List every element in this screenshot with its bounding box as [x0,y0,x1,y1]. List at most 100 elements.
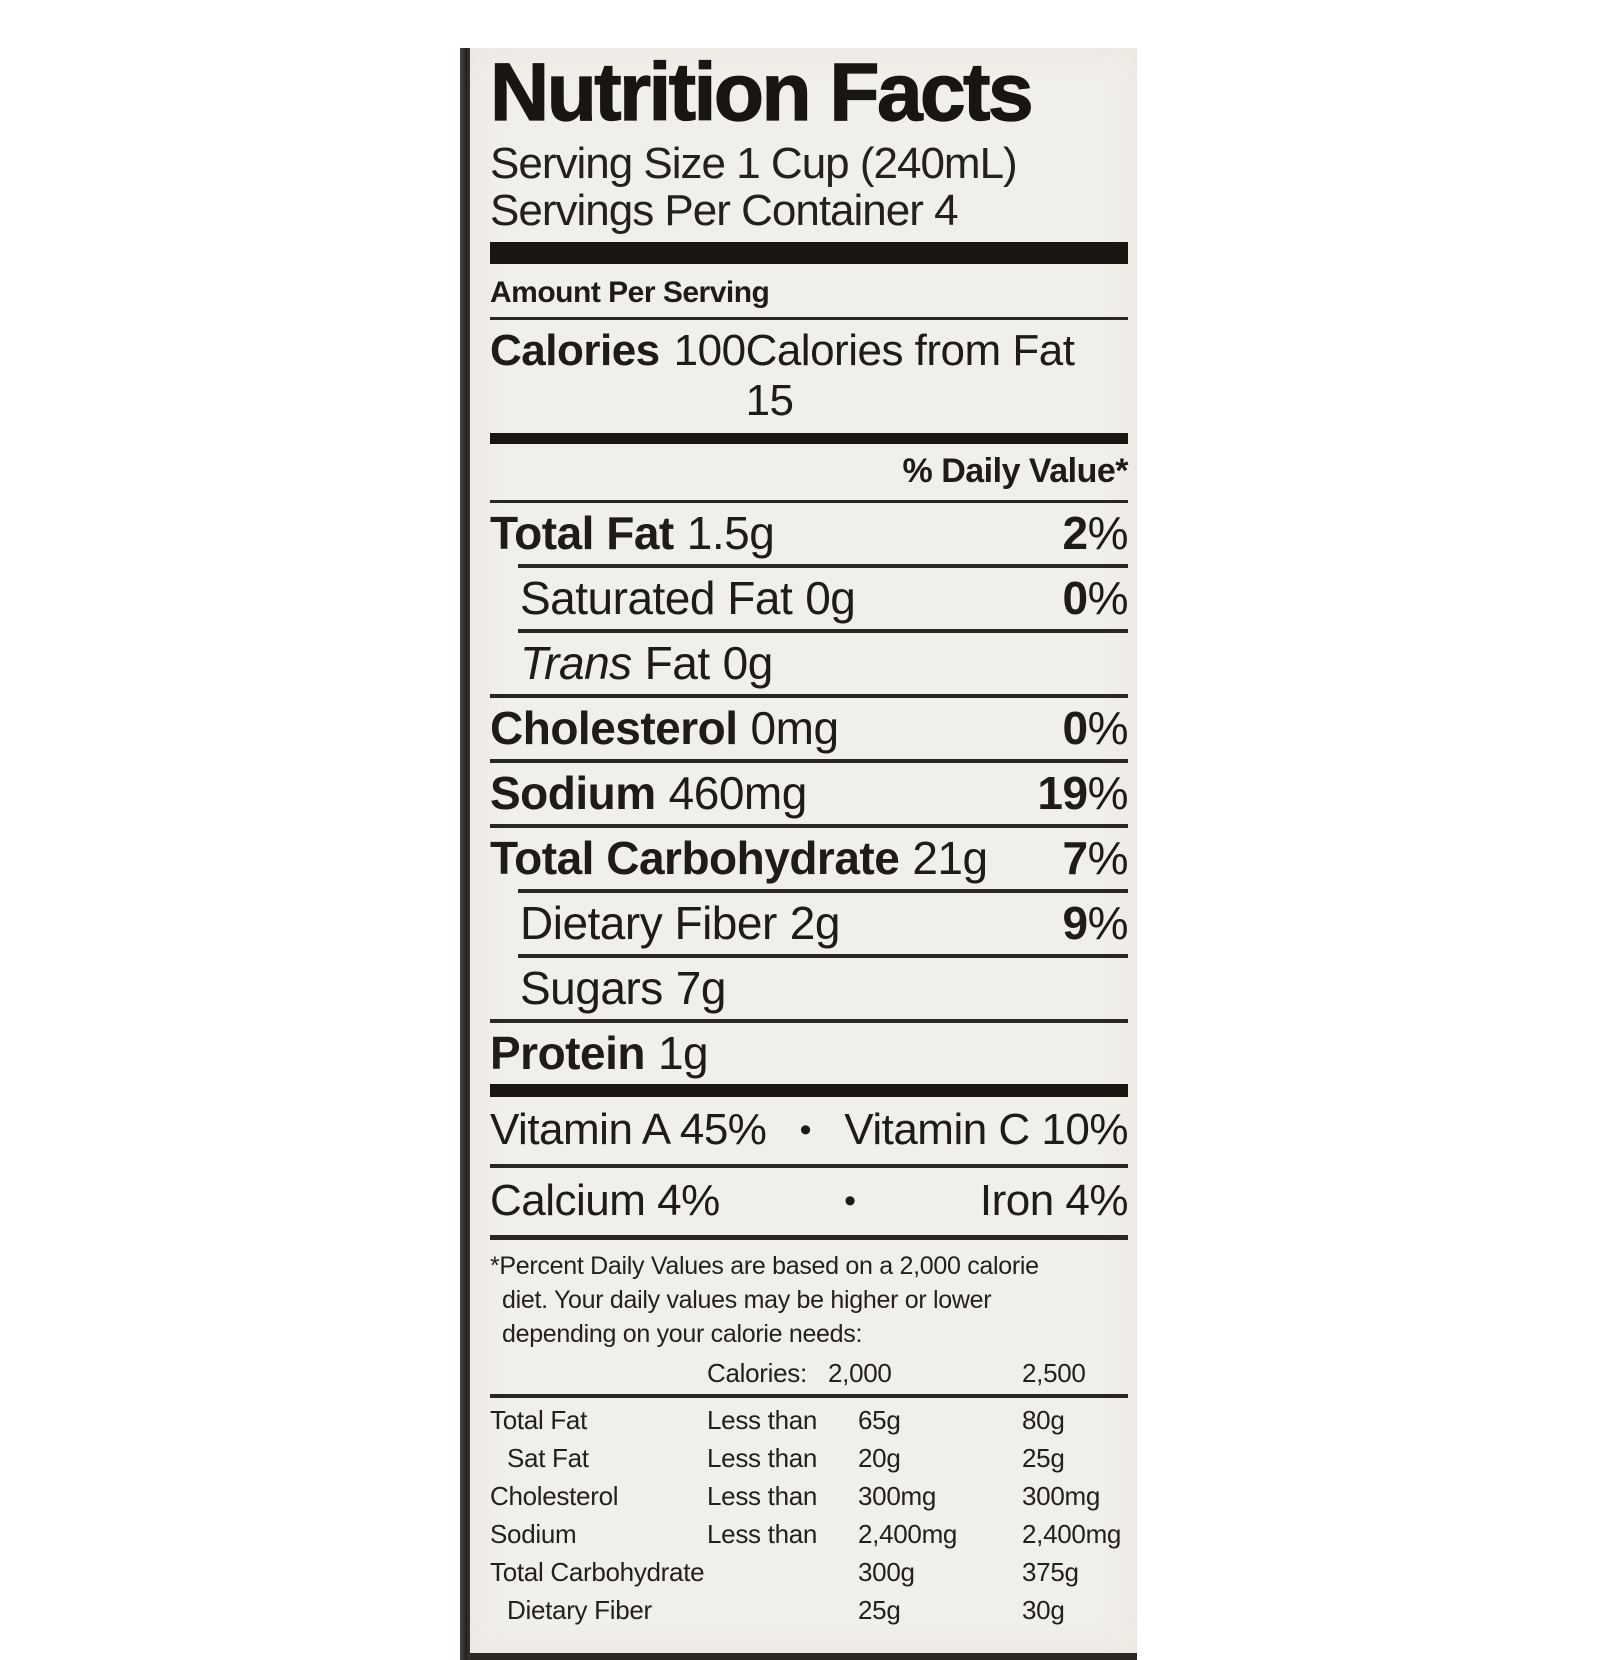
serving-info: Serving Size 1 Cup (240mL) Servings Per … [490,140,1128,234]
divider-thick-mid [490,1084,1128,1098]
divider-full [490,1019,1128,1024]
divider-full [490,1164,1128,1169]
nutrient-name: Total Carbohydrate [490,832,900,885]
nutrient-row-sugars: Sugars 7g [490,958,1128,1019]
table-header-calories: Calories: [707,1358,807,1389]
nutrient-amount: 2g [789,897,841,950]
table-header-2000: 2,000 [828,1358,892,1389]
table-cell-2000: 65g [858,1405,901,1436]
calcium-value: Calcium 4% [490,1176,720,1226]
nutrient-daily-value: 7% [1062,832,1129,885]
calories-label: Calories [490,326,660,376]
table-cell-2500: 80g [1022,1405,1065,1436]
iron-value: Iron 4% [979,1176,1129,1226]
divider-inset [518,629,1128,634]
table-cell-2000: 300mg [858,1481,936,1512]
table-cell-2000: 2,400mg [858,1519,958,1550]
nutrient-amount: 460mg [668,767,808,820]
nutrient-daily-value: 0% [1062,572,1129,625]
table-cell-2500: 300mg [1022,1481,1100,1512]
divider-full [490,824,1128,829]
vitamin-c-value: Vitamin C 10% [844,1105,1128,1155]
table-cell-name: Total Fat [490,1405,588,1436]
footnote-line: depending on your calorie needs: [502,1320,863,1349]
calories-from-fat: Calories from Fat 15 [745,326,1075,426]
nutrient-name: Fat [644,637,710,690]
table-header-row: Calories: 2,000 2,500 [490,1354,1128,1392]
serving-size-line: Serving Size 1 Cup (240mL) [490,138,1018,188]
nutrition-label: Nutrition Facts Serving Size 1 Cup (240m… [460,48,1137,1660]
table-cell-name: Total Carbohydrate [490,1557,705,1588]
divider-inset [518,954,1128,959]
label-title: Nutrition Facts [489,47,1034,138]
divider-heavy [490,1235,1128,1241]
table-cell-2500: 375g [1022,1557,1079,1588]
nutrient-amount: 0mg [750,702,839,755]
nutrient-amount: 0g [805,572,856,625]
vitamin-a-value: Vitamin A 45% [490,1105,767,1155]
nutrient-row-sodium: Sodium 460mg 19% [490,763,1129,824]
nutrient-row-saturated-fat: Saturated Fat 0g 0% [490,568,1129,629]
nutrient-name: Saturated Fat [520,572,793,625]
nutrient-row-total-fat: Total Fat 1.5g 2% [490,503,1129,564]
table-row-total-fat: Total Fat Less than 65g 80g [490,1401,1128,1439]
table-row-cholesterol: Cholesterol Less than 300mg 300mg [490,1477,1128,1515]
table-cell-condition: Less than [707,1481,818,1512]
nutrient-daily-value: 2% [1062,507,1129,560]
table-cell-name: Cholesterol [490,1481,619,1512]
nutrient-daily-value: 0% [1062,702,1129,755]
table-cell-2000: 25g [858,1595,901,1626]
nutrient-row-dietary-fiber: Dietary Fiber 2g 9% [490,893,1129,954]
nutrient-amount: 0g [722,637,774,690]
nutrient-name-italic: Trans [520,637,632,690]
table-header-2500: 2,500 [1022,1358,1086,1389]
table-cell-2500: 30g [1022,1595,1065,1626]
package-edge [460,48,470,1660]
table-cell-name: Sat Fat [507,1443,589,1474]
servings-per-container-line: Servings Per Container 4 [490,185,959,235]
divider-hairline [490,317,1128,321]
divider-inset [518,889,1128,894]
table-cell-2000: 20g [858,1443,901,1474]
nutrient-name: Cholesterol [490,702,738,755]
footnote-line: *Percent Daily Values are based on a 2,0… [490,1252,1039,1281]
daily-value-header: % Daily Value* [902,452,1129,491]
nutrient-row-total-carbohydrate: Total Carbohydrate 21g 7% [490,828,1129,889]
table-row-dietary-fiber: Dietary Fiber 25g 30g [490,1591,1128,1629]
table-cell-2500: 25g [1022,1443,1065,1474]
nutrient-amount: 7g [675,962,727,1015]
table-cell-2500: 2,400mg [1022,1519,1122,1550]
vitamin-row-1: Vitamin A 45% • Vitamin C 10% [490,1097,1128,1164]
nutrient-row-trans-fat: Trans Fat 0g [490,633,1128,694]
nutrient-amount: 21g [912,832,988,885]
table-row-total-carbohydrate: Total Carbohydrate 300g 375g [490,1553,1128,1591]
divider-thick-top [490,242,1128,265]
calories-amount: Calories 100 [490,326,746,376]
calories-row: Calories 100 Calories from Fat 15 [490,320,1128,433]
calories-value: 100 [673,326,746,376]
table-row-sat-fat: Sat Fat Less than 20g 25g [490,1439,1128,1477]
table-cell-condition: Less than [707,1405,818,1436]
nutrient-daily-value: 9% [1062,897,1129,950]
nutrient-name: Dietary Fiber [520,897,777,950]
table-cell-condition: Less than [707,1519,818,1550]
divider-table [490,1394,1128,1399]
amount-per-serving-heading: Amount Per Serving [490,276,770,310]
nutrient-row-cholesterol: Cholesterol 0mg 0% [490,698,1129,759]
table-cell-name: Dietary Fiber [507,1595,652,1626]
divider-full [490,759,1128,764]
nutrient-name: Protein [490,1027,645,1080]
nutrient-amount: 1g [657,1027,709,1080]
divider-medium [490,433,1128,445]
divider-full [490,694,1128,699]
daily-value-footnote: *Percent Daily Values are based on a 2,0… [490,1249,1128,1351]
nutrition-panel: Nutrition Facts Serving Size 1 Cup (240m… [470,48,1137,1660]
table-cell-name: Sodium [490,1519,577,1550]
table-cell-condition: Less than [707,1443,818,1474]
bullet-separator: • [844,1182,856,1221]
nutrient-name: Sugars [520,962,663,1015]
divider-inset [518,564,1128,569]
nutrient-name: Total Fat [490,507,674,560]
daily-value-reference-table: Calories: 2,000 2,500 Total Fat Less tha… [490,1354,1128,1629]
table-cell-2000: 300g [858,1557,915,1588]
